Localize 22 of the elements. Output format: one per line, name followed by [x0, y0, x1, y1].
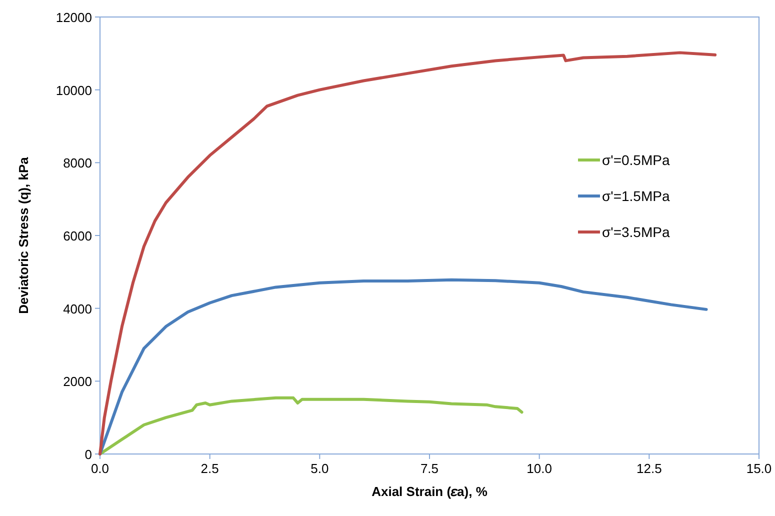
x-tick-label: 0.0 [90, 461, 110, 476]
legend-label: σ'=1.5MPa [602, 188, 670, 204]
x-axis-title: Axial Strain (𝜀a), % [372, 484, 488, 499]
x-tick-label: 2.5 [200, 461, 219, 476]
y-tick-label: 2000 [63, 374, 92, 390]
x-tick-label: 7.5 [420, 461, 439, 476]
x-tick-label: 10.0 [526, 461, 552, 476]
y-tick-label: 0 [84, 447, 92, 462]
y-tick-label: 10000 [56, 82, 92, 98]
line-series [98, 396, 524, 456]
line-series [98, 51, 717, 456]
x-tick-label: 5.0 [310, 461, 329, 476]
x-tick-label: 12.5 [636, 461, 662, 476]
y-tick-label: 4000 [63, 301, 92, 316]
legend-label: σ'=3.5MPa [602, 224, 670, 240]
x-tick-label: 15.0 [746, 461, 772, 476]
y-axis-title: Deviatoric Stress (q), kPa [16, 156, 31, 314]
y-tick-label: 6000 [63, 228, 92, 244]
y-tick-label: 12000 [56, 10, 92, 25]
line-series [98, 278, 708, 456]
legend-label: σ'=0.5MPa [602, 152, 670, 168]
y-tick-label: 8000 [63, 156, 92, 171]
